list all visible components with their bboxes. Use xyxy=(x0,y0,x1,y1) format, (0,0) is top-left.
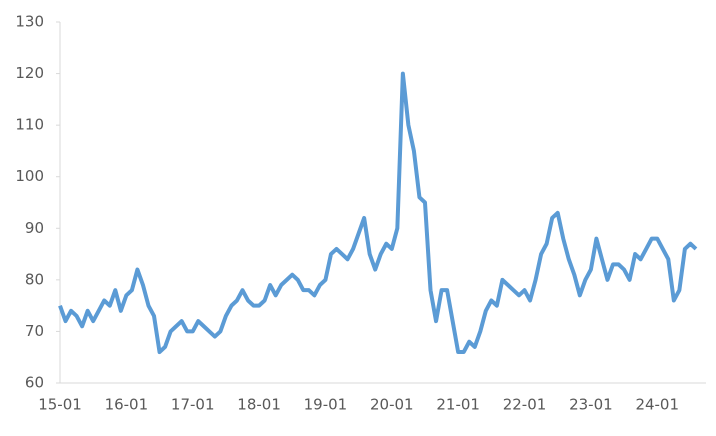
x-tick-label: 24-01 xyxy=(635,396,679,414)
y-tick-label: 130 xyxy=(15,13,44,31)
x-tick-label: 21-01 xyxy=(436,396,480,414)
y-tick-label: 60 xyxy=(25,374,44,392)
y-tick-label: 120 xyxy=(15,64,44,82)
y-tick-label: 70 xyxy=(25,322,44,340)
x-tick-label: 22-01 xyxy=(503,396,547,414)
x-tick-label: 23-01 xyxy=(569,396,613,414)
y-tick-label: 100 xyxy=(15,167,44,185)
x-tick-label: 16-01 xyxy=(105,396,149,414)
data-line xyxy=(58,71,698,355)
x-tick-label: 18-01 xyxy=(237,396,281,414)
y-tick-label: 80 xyxy=(25,270,44,288)
x-tick-label: 19-01 xyxy=(304,396,348,414)
y-tick-label: 90 xyxy=(25,219,44,237)
x-tick-label: 20-01 xyxy=(370,396,414,414)
x-tick-label: 15-01 xyxy=(38,396,82,414)
y-tick-label: 110 xyxy=(15,116,44,134)
x-tick-label: 17-01 xyxy=(171,396,215,414)
